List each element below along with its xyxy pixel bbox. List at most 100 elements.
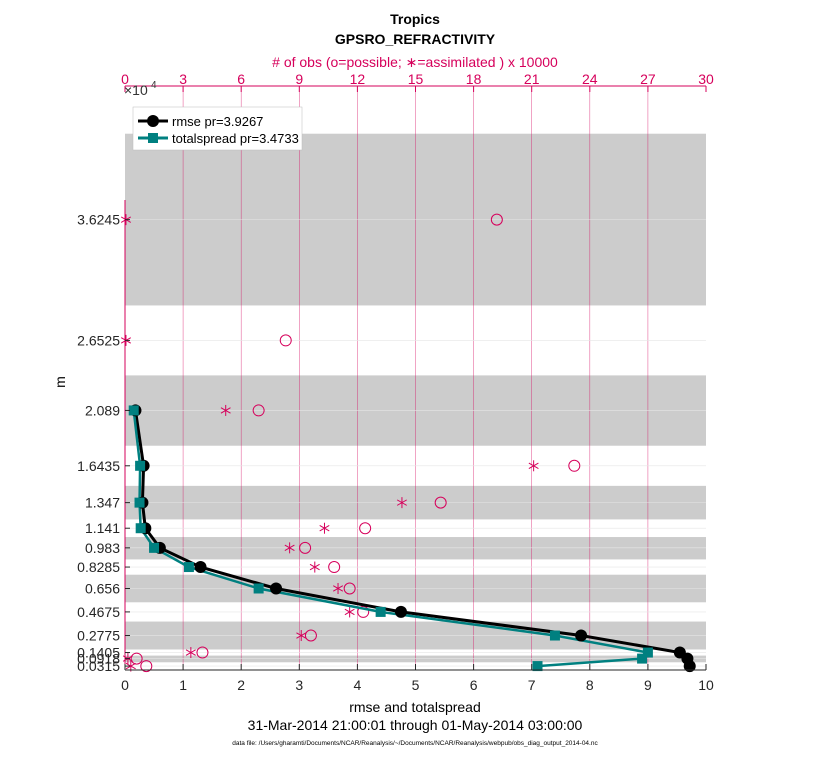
asterisk-stroke (319, 525, 330, 532)
date-range: 31-Mar-2014 21:00:01 through 01-May-2014… (248, 717, 583, 733)
obs-possible-marker (140, 660, 153, 673)
totalspread-point (128, 405, 139, 416)
top-tick-label: 24 (582, 71, 598, 87)
x-tick-label: 2 (237, 677, 245, 693)
y-exponent-base: ×10 (124, 82, 148, 98)
tick-labels: 0 1 2 3 4 5 6 7 8 9 100 3 6 9 12 15 18 21 24 27 300.03150.09… (77, 71, 714, 693)
legend: rmse pr=3.9267 totalspread pr=3.4733 (132, 106, 303, 151)
asterisk-stroke (344, 608, 355, 616)
obs-possible-marker (130, 652, 143, 665)
x-tick-label: 6 (470, 677, 478, 693)
y-tick-label: 0.0918 (77, 651, 120, 667)
top-tick-label: 6 (237, 71, 245, 87)
rmse-point (194, 561, 207, 574)
y-tick-label: 0.656 (85, 580, 120, 596)
y-tick-label: 1.347 (85, 495, 120, 511)
obs-possible-marker (252, 404, 265, 417)
asterisk-stroke (125, 662, 136, 670)
x-tick-label: 8 (586, 677, 594, 693)
obs-possible-marker (304, 629, 317, 642)
chart-subtitle: GPSRO_REFRACTIVITY (335, 31, 496, 47)
legend-spread-label: totalspread pr=3.4733 (172, 131, 299, 146)
asterisk-stroke (284, 544, 295, 552)
totalspread-point (532, 661, 543, 672)
x-tick-label: 9 (644, 677, 652, 693)
x-tick-label: 10 (698, 677, 714, 693)
obs-assimilated-marker (344, 606, 355, 618)
legend-box (132, 106, 303, 151)
obs-assimilated-marker (319, 522, 330, 534)
series-lines (128, 404, 696, 673)
top-axis-label: # of obs (o=possible; ∗=assimilated ) x … (272, 54, 558, 70)
totalspread-point (135, 523, 146, 534)
top-tick-label: 0 (121, 71, 129, 87)
asterisk-stroke (332, 585, 344, 592)
obs-possible-marker (196, 646, 209, 659)
x-axis-label: rmse and totalspread (349, 699, 481, 715)
y-tick-label: 0.8285 (77, 559, 120, 575)
obs-assimilated-marker (296, 630, 307, 642)
axes (124, 85, 707, 671)
y-tick-label: 0.1405 (77, 645, 120, 661)
totalspread-point (183, 562, 194, 573)
totalspread-point (375, 606, 386, 617)
obs-assimilated-marker (185, 647, 196, 659)
top-tick-label: 3 (179, 71, 187, 87)
obs-assimilated-marker (309, 561, 320, 573)
top-tick-label: 9 (295, 71, 303, 87)
obs-possible-marker (299, 541, 312, 554)
rmse-point (575, 629, 588, 642)
top-tick-label: 12 (350, 71, 366, 87)
x-tick-label: 7 (528, 677, 536, 693)
rmse-point (673, 646, 686, 659)
obs-possible-marker (490, 213, 503, 226)
obs-assimilated-marker (284, 542, 295, 554)
top-tick-label: 18 (466, 71, 482, 87)
y-tick-label: 0.983 (85, 540, 120, 556)
y-tick-label: 0.0315 (77, 658, 120, 674)
obs-assimilated-marker (528, 460, 539, 472)
chart-title: Tropics (390, 11, 440, 27)
y-exponent-power: 4 (151, 80, 157, 91)
y-tick-label: 1.141 (85, 520, 120, 536)
asterisk-stroke (185, 649, 196, 656)
y-tick-label: 0.4675 (77, 604, 120, 620)
y-tick-label: 3.6245 (77, 212, 120, 228)
legend-spread-marker (148, 133, 158, 143)
grid-lines (125, 86, 706, 670)
x-tick-label: 4 (354, 677, 362, 693)
y-tick-label: 2.6525 (77, 332, 120, 348)
totalspread-point (637, 653, 648, 664)
totalspread-point (253, 583, 264, 594)
x-tick-label: 5 (412, 677, 420, 693)
rmse-point (270, 582, 283, 595)
legend-rmse-marker (147, 115, 159, 127)
rmse-point (394, 605, 407, 618)
top-tick-label: 21 (524, 71, 540, 87)
top-tick-label: 30 (698, 71, 714, 87)
obs-possible-marker (279, 334, 292, 347)
totalspread-point (642, 647, 653, 658)
y-tick-label: 1.6435 (77, 458, 120, 474)
top-tick-label: 15 (408, 71, 424, 87)
top-tick-label: 27 (640, 71, 656, 87)
footnote: data file: /Users/gharamti/Documents/NCA… (232, 740, 598, 747)
obs-possible-marker (568, 459, 581, 472)
totalspread-point (149, 542, 160, 553)
totalspread-point (135, 460, 146, 471)
asterisk-stroke (220, 407, 231, 414)
observation-markers (120, 213, 581, 673)
y-tick-label: 2.089 (85, 402, 120, 418)
y-tick-label: 0.2775 (77, 628, 120, 644)
asterisk-stroke (296, 632, 307, 639)
obs-assimilated-marker (396, 497, 407, 509)
totalspread-point (134, 497, 145, 508)
totalspread-point (549, 630, 560, 641)
obs-possible-marker (328, 561, 341, 574)
obs-assimilated-marker (332, 582, 344, 594)
asterisk-stroke (309, 563, 320, 571)
obs-possible-marker (359, 522, 372, 535)
asterisk-stroke (396, 499, 407, 506)
x-tick-label: 0 (121, 677, 129, 693)
